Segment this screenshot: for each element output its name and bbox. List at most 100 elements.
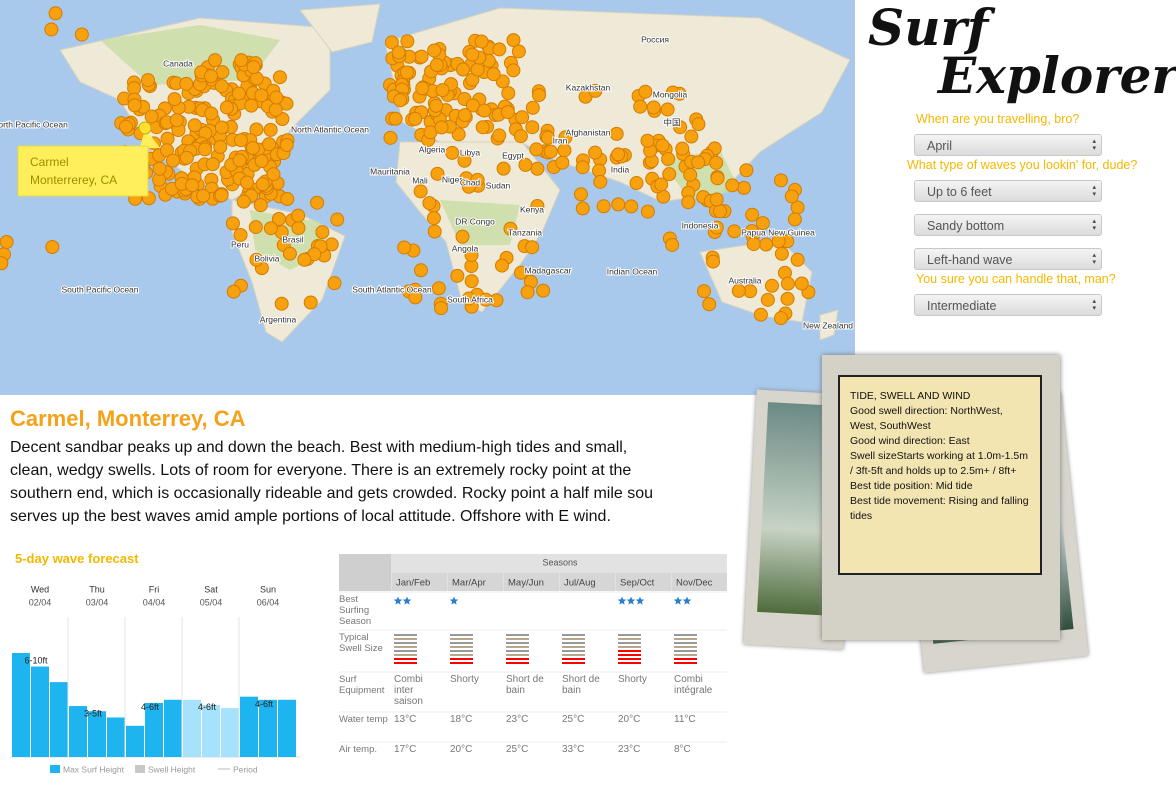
spot-marker[interactable] xyxy=(408,111,423,126)
spot-marker[interactable] xyxy=(240,175,255,190)
spot-marker[interactable] xyxy=(660,102,675,117)
spot-marker[interactable] xyxy=(709,192,724,207)
spot-marker[interactable] xyxy=(127,98,142,113)
spot-marker[interactable] xyxy=(654,177,669,192)
spot-marker[interactable] xyxy=(429,98,444,113)
spot-marker[interactable] xyxy=(451,127,466,142)
spot-marker[interactable] xyxy=(435,83,450,98)
spot-marker[interactable] xyxy=(464,247,479,262)
spot-marker[interactable] xyxy=(477,103,492,118)
spot-marker[interactable] xyxy=(219,100,234,115)
spot-marker[interactable] xyxy=(478,292,493,307)
spot-marker[interactable] xyxy=(413,263,428,278)
spot-marker[interactable] xyxy=(234,53,249,68)
spot-marker[interactable] xyxy=(244,98,259,113)
spot-marker[interactable] xyxy=(167,92,182,107)
spot-marker[interactable] xyxy=(611,147,626,162)
spot-marker[interactable] xyxy=(282,246,297,261)
spot-marker[interactable] xyxy=(739,163,754,178)
spot-marker[interactable] xyxy=(213,139,228,154)
spot-marker[interactable] xyxy=(144,109,159,124)
spot-marker[interactable] xyxy=(196,188,211,203)
spot-marker[interactable] xyxy=(262,137,277,152)
spot-marker[interactable] xyxy=(388,111,403,126)
spot-marker[interactable] xyxy=(596,199,611,214)
spot-marker[interactable] xyxy=(745,207,760,222)
spot-marker[interactable] xyxy=(691,117,706,132)
spot-marker[interactable] xyxy=(291,208,306,223)
spot-marker[interactable] xyxy=(555,155,570,170)
spot-marker[interactable] xyxy=(214,120,229,135)
spot-marker[interactable] xyxy=(520,285,535,300)
spot-marker[interactable] xyxy=(673,120,688,135)
spot-marker[interactable] xyxy=(638,84,653,99)
spot-marker[interactable] xyxy=(249,122,264,137)
spot-marker[interactable] xyxy=(455,62,470,77)
spot-marker[interactable] xyxy=(430,166,445,181)
spot-marker[interactable] xyxy=(773,311,788,326)
spot-marker[interactable] xyxy=(232,153,247,168)
selected-spot[interactable] xyxy=(138,121,152,135)
spot-marker[interactable] xyxy=(248,220,263,235)
spot-marker[interactable] xyxy=(731,283,746,298)
spot-marker[interactable] xyxy=(662,167,677,182)
spot-marker[interactable] xyxy=(263,221,278,236)
spot-marker[interactable] xyxy=(536,283,551,298)
spot-marker[interactable] xyxy=(464,274,479,289)
spot-marker[interactable] xyxy=(434,301,449,316)
spot-marker[interactable] xyxy=(540,130,555,145)
spot-marker[interactable] xyxy=(780,291,795,306)
spot-marker[interactable] xyxy=(45,239,60,254)
spot-marker[interactable] xyxy=(204,106,219,121)
spot-marker[interactable] xyxy=(263,122,278,137)
spot-marker[interactable] xyxy=(465,47,480,62)
spot-marker[interactable] xyxy=(253,198,268,213)
spot-marker[interactable] xyxy=(530,161,545,176)
spot-marker[interactable] xyxy=(784,189,799,204)
spot-marker[interactable] xyxy=(624,199,639,214)
spot-marker[interactable] xyxy=(495,74,510,89)
spot-marker[interactable] xyxy=(461,291,476,306)
spot-marker[interactable] xyxy=(494,258,509,273)
spot-marker[interactable] xyxy=(780,276,795,291)
spot-marker[interactable] xyxy=(525,100,540,115)
spot-marker[interactable] xyxy=(593,174,608,189)
spot-marker[interactable] xyxy=(279,137,294,152)
spot-marker[interactable] xyxy=(691,155,706,170)
spot-marker[interactable] xyxy=(245,141,260,156)
spot-marker[interactable] xyxy=(665,237,680,252)
spot-marker[interactable] xyxy=(48,6,63,21)
spot-marker[interactable] xyxy=(426,211,441,226)
spot-marker[interactable] xyxy=(646,100,661,115)
spot-marker[interactable] xyxy=(753,307,768,322)
spot-marker[interactable] xyxy=(427,224,442,239)
spot-marker[interactable] xyxy=(727,224,742,239)
spot-marker[interactable] xyxy=(461,179,476,194)
spot-marker[interactable] xyxy=(530,198,545,213)
spot-marker[interactable] xyxy=(429,58,444,73)
spot-marker[interactable] xyxy=(514,265,529,280)
spot-marker[interactable] xyxy=(518,157,533,172)
spot-marker[interactable] xyxy=(773,173,788,188)
spot-marker[interactable] xyxy=(455,229,470,244)
spot-marker[interactable] xyxy=(794,276,809,291)
spot-marker[interactable] xyxy=(160,131,175,146)
spot-marker[interactable] xyxy=(702,297,717,312)
spot-marker[interactable] xyxy=(774,246,789,261)
spot-marker[interactable] xyxy=(684,129,699,144)
spot-marker[interactable] xyxy=(709,220,724,235)
spot-marker[interactable] xyxy=(457,108,472,123)
spot-marker[interactable] xyxy=(450,268,465,283)
spot-marker[interactable] xyxy=(771,234,786,249)
spot-marker[interactable] xyxy=(736,180,751,195)
spot-marker[interactable] xyxy=(790,252,805,267)
spot-marker[interactable] xyxy=(214,79,229,94)
spot-marker[interactable] xyxy=(384,35,399,50)
spot-marker[interactable] xyxy=(474,34,489,49)
spot-marker[interactable] xyxy=(254,154,269,169)
spot-marker[interactable] xyxy=(760,292,775,307)
spot-marker[interactable] xyxy=(422,196,437,211)
spot-marker[interactable] xyxy=(655,138,670,153)
spot-marker[interactable] xyxy=(303,295,318,310)
spot-marker[interactable] xyxy=(255,177,270,192)
